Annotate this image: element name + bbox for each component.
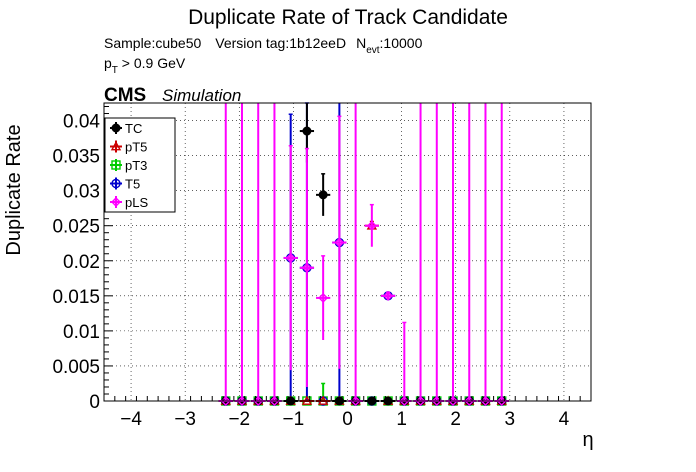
axes: −4 −3 −2 −1 0 1 2 3 4 0 0.005 0.01 0.015 0.02 0.025 0.0… [52,102,592,430]
x-tick-label: −3 [174,409,196,430]
legend-label: TC [125,121,142,136]
chart-title: Duplicate Rate of Track Candidate [188,6,508,29]
nevt-value: :10000 [380,35,423,51]
y-tick-label: 0.04 [63,112,100,133]
legend-marker [111,123,121,133]
y-axis-label: Duplicate Rate [3,124,25,255]
x-tick-label: −1 [283,409,305,430]
y-tick-label: 0.01 [63,322,100,343]
y-tick-label: 0.02 [63,252,100,273]
y-tick-label: 0.015 [52,287,100,308]
x-tick-label: 3 [505,409,516,430]
data-point [318,190,328,200]
legend-entry-tc: TC [110,121,142,136]
data-point [383,290,394,301]
data-point [302,126,312,136]
cut-subscript: T [112,65,118,76]
plot-frame [103,102,592,402]
nevt-subscript: evt [366,45,380,56]
legend-marker [111,160,121,170]
legend-label: pLS [125,195,148,210]
data-point [366,220,377,231]
y-tick-label: 0.025 [52,217,100,238]
sample-label: Sample:cube50 [104,35,202,51]
legend-marker [111,197,121,207]
legend-marker [111,178,121,189]
version-label: Version tag:1b12eeD [215,35,346,51]
y-tick-label: 0.005 [52,357,100,378]
x-tick-label: 0 [342,409,353,430]
grid-lines [104,103,591,402]
x-axis-label: η [582,429,593,451]
x-tick-label: 4 [559,409,570,430]
data-point [318,292,329,303]
legend-marker [110,141,122,151]
x-tick-label: 2 [450,409,461,430]
cut-value: > 0.9 GeV [118,55,186,71]
y-tick-label: 0.03 [63,182,100,203]
nevt-label: N [356,35,366,51]
cut-label: p [104,55,112,71]
data-point [334,237,345,248]
legend-label: pT3 [125,158,147,173]
legend-label: pT5 [125,140,147,155]
legend: TC pT5 pT3 T5 pLS [104,117,176,213]
simulation-label: Simulation [162,86,241,105]
cut-line: pT > 0.9 GeV [104,55,186,76]
y-tick-label: 0 [89,392,100,413]
data-point [285,252,296,263]
y-tick-label: 0.035 [52,147,100,168]
info-line: Sample:cube50 Version tag:1b12eeD Nevt:100… [104,35,423,56]
legend-entry-pt3: pT3 [110,158,147,173]
legend-label: T5 [125,177,140,192]
data-point [301,262,312,273]
x-tick-label: −4 [120,409,142,430]
cms-label: CMS [104,85,146,106]
legend-entry-t5: T5 [110,177,140,192]
x-tick-label: 1 [396,409,407,430]
x-tick-label: −2 [228,409,250,430]
legend-entry-pls: pLS [110,195,148,210]
legend-entry-pt5: pT5 [110,140,147,155]
